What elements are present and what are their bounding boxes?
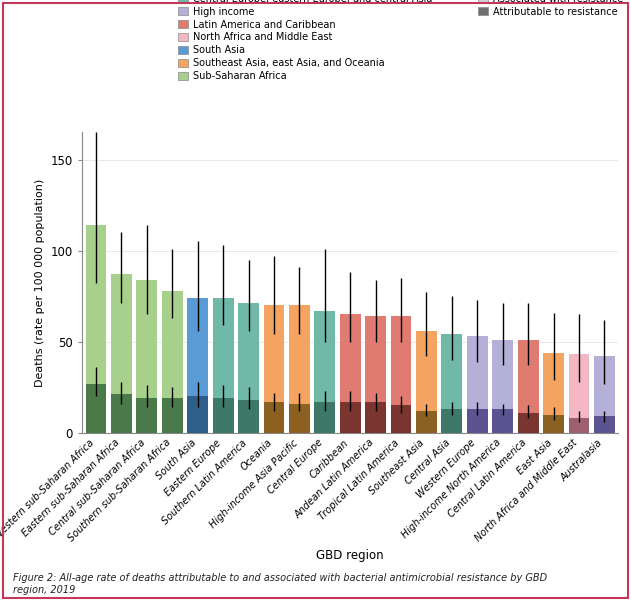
Bar — [517, 340, 539, 433]
Y-axis label: Deaths (rate per 100 000 population): Deaths (rate per 100 000 population) — [35, 178, 45, 386]
Bar — [365, 401, 386, 433]
Bar — [289, 305, 310, 433]
Bar — [492, 340, 513, 433]
Bar — [162, 291, 183, 433]
Bar — [111, 274, 132, 433]
Legend: Associated with resistance, Attributable to resistance: Associated with resistance, Attributable… — [478, 0, 623, 17]
Bar — [314, 311, 335, 433]
Bar — [467, 409, 488, 433]
Bar — [339, 401, 361, 433]
Bar — [213, 298, 233, 433]
Bar — [543, 415, 564, 433]
Bar — [594, 356, 615, 433]
Bar — [111, 394, 132, 433]
Bar — [467, 336, 488, 433]
Bar — [264, 401, 285, 433]
X-axis label: GBD region: GBD region — [316, 549, 384, 563]
Bar — [314, 401, 335, 433]
Bar — [289, 404, 310, 433]
Text: Figure 2: All-age rate of deaths attributable to and associated with bacterial a: Figure 2: All-age rate of deaths attribu… — [13, 573, 546, 595]
Bar — [391, 316, 411, 433]
Bar — [136, 279, 157, 433]
Bar — [136, 398, 157, 433]
Bar — [187, 298, 208, 433]
Bar — [187, 396, 208, 433]
Bar — [492, 409, 513, 433]
Bar — [213, 398, 233, 433]
Bar — [264, 305, 285, 433]
Bar — [238, 304, 259, 433]
Bar — [86, 225, 107, 433]
Bar — [442, 334, 463, 433]
Bar — [416, 411, 437, 433]
Bar — [594, 416, 615, 433]
Bar — [442, 409, 463, 433]
Bar — [416, 331, 437, 433]
Bar — [569, 355, 589, 433]
Bar — [238, 400, 259, 433]
Bar — [365, 316, 386, 433]
Bar — [543, 353, 564, 433]
Bar — [339, 314, 361, 433]
Bar — [86, 383, 107, 433]
Bar — [162, 398, 183, 433]
Bar — [569, 418, 589, 433]
Bar — [391, 406, 411, 433]
Bar — [517, 413, 539, 433]
